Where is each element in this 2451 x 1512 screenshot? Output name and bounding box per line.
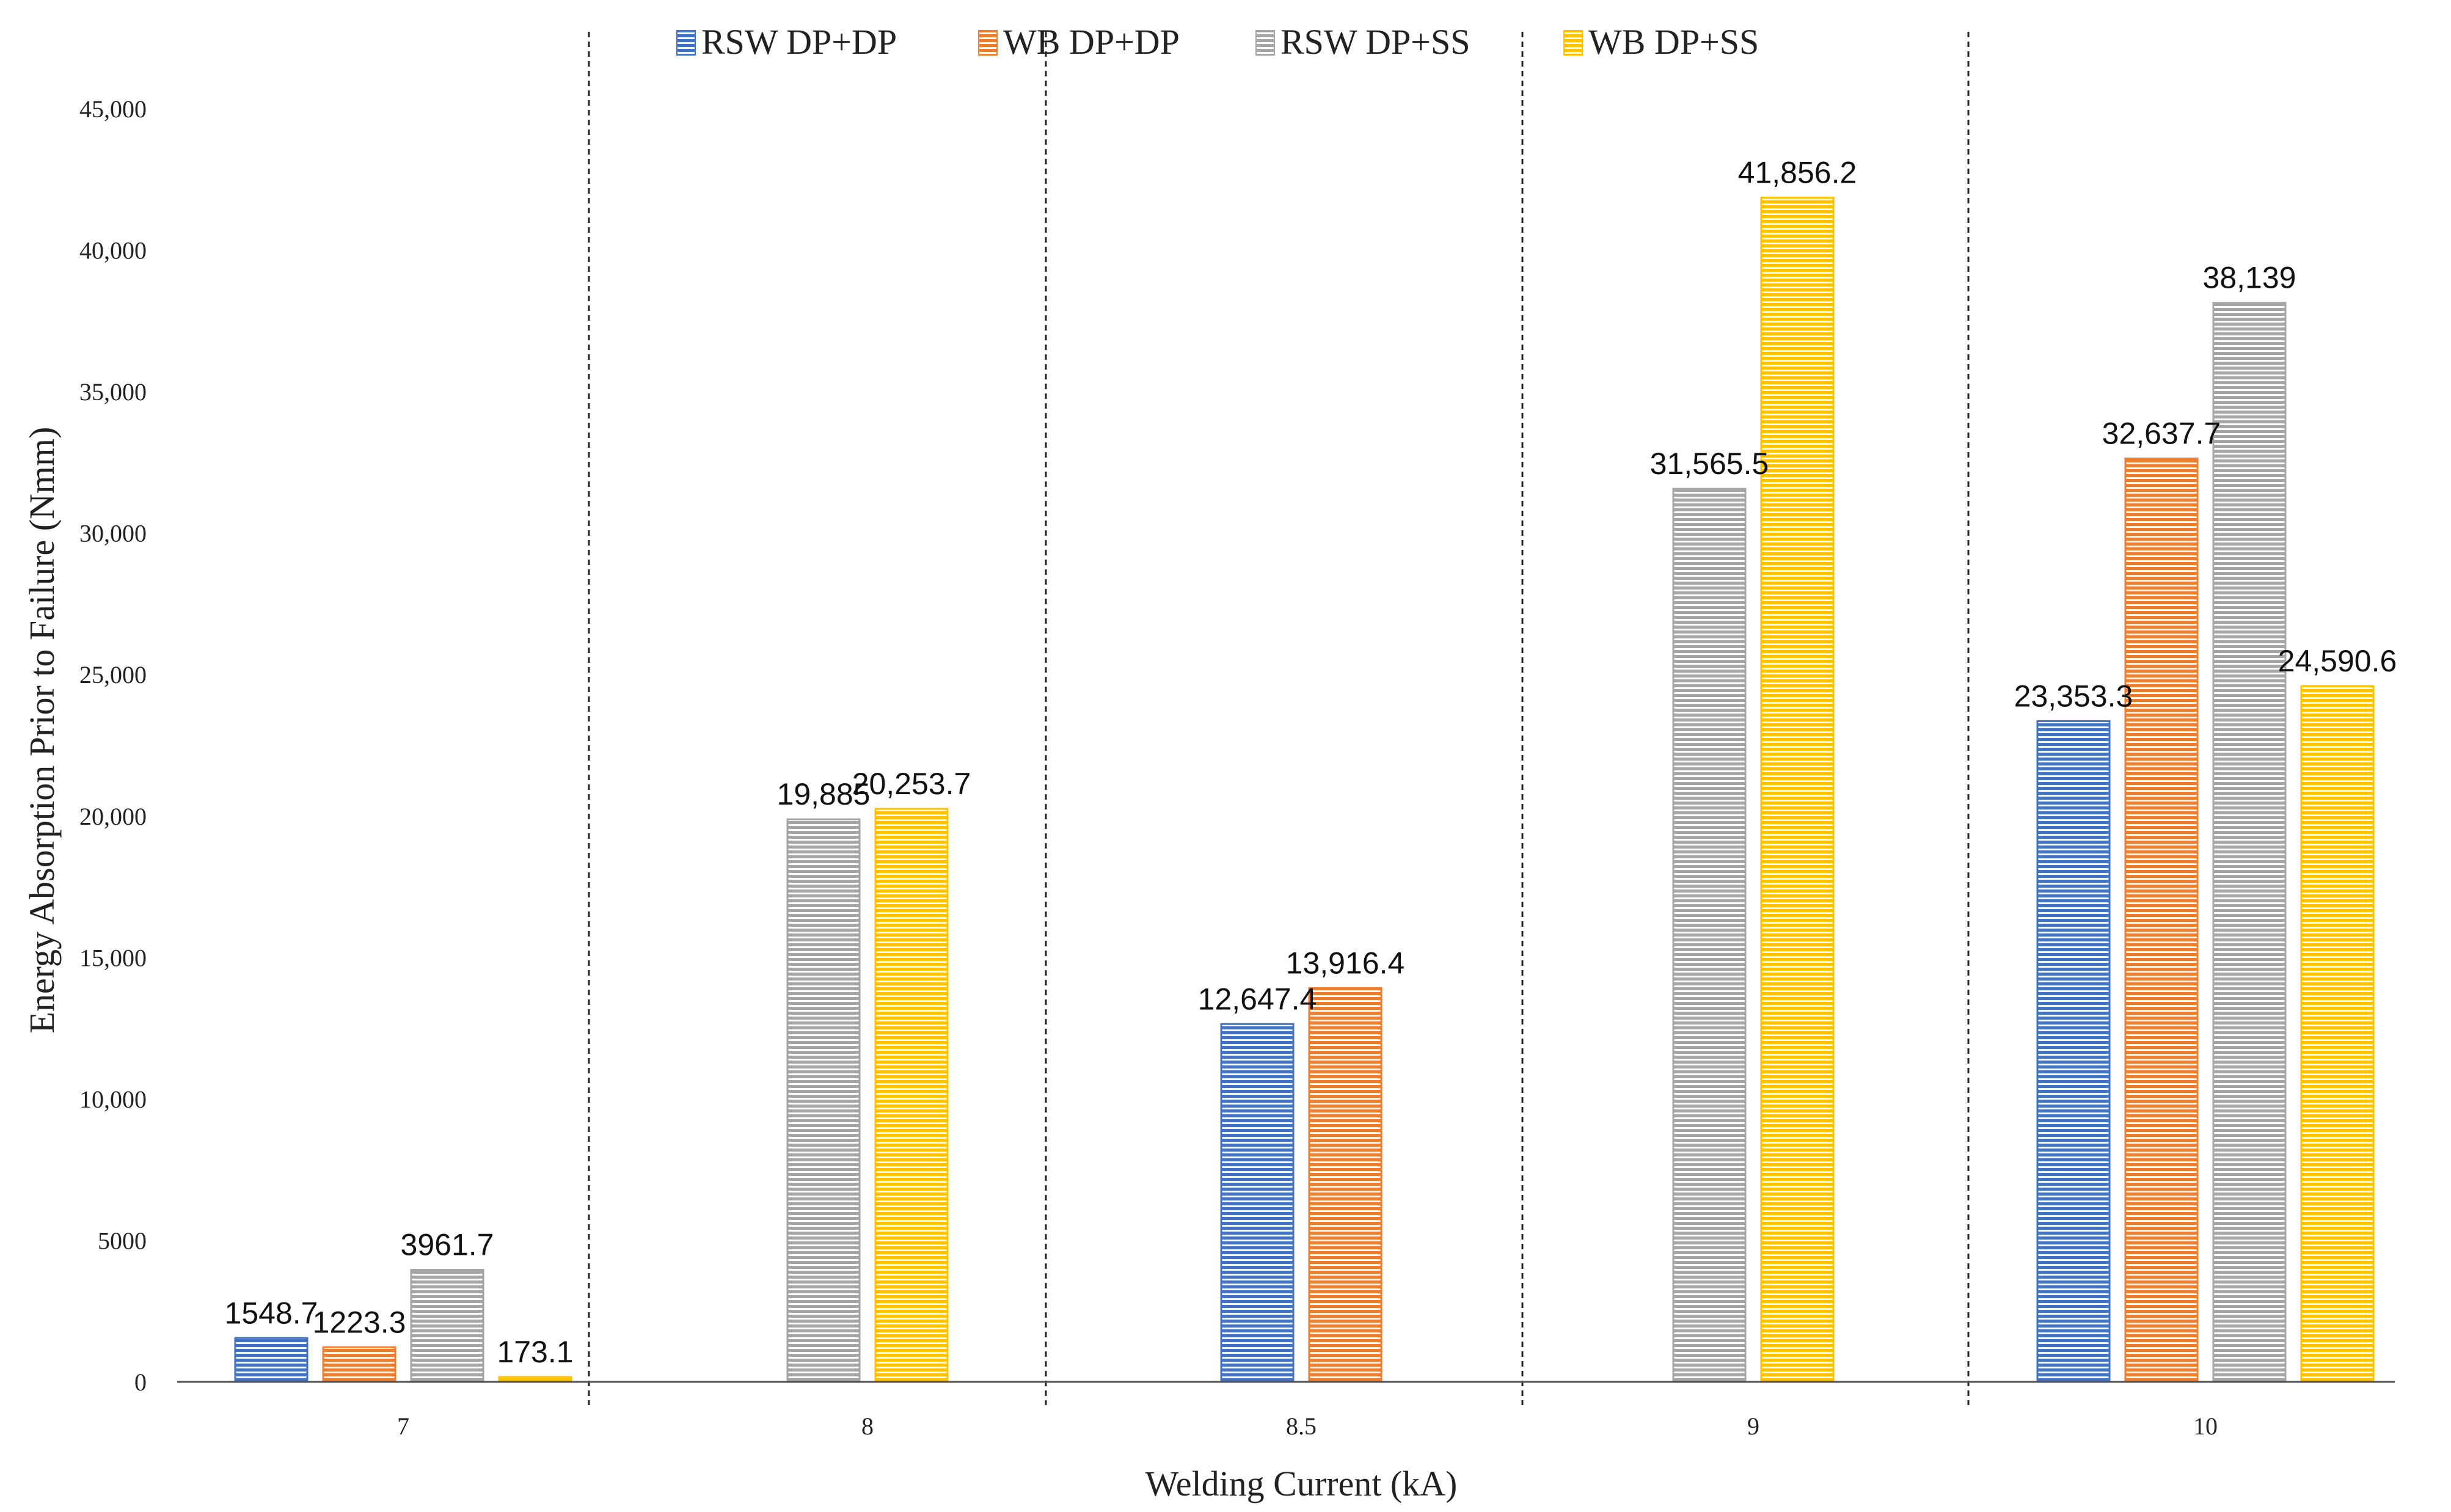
bar-wb-dp-ss-10	[2300, 685, 2375, 1383]
x-tick-label: 10	[2193, 1412, 2218, 1440]
y-tick-label: 45,000	[79, 95, 147, 123]
y-tick-label: 30,000	[79, 520, 147, 547]
x-axis-category-labels: 7 8 8.5 9 10	[397, 1412, 2218, 1440]
bar-wb-dp-dp-10	[2124, 458, 2199, 1383]
legend-label: RSW DP+DP	[701, 22, 897, 62]
y-tick-label: 20,000	[79, 803, 147, 830]
y-tick-label: 10,000	[79, 1086, 147, 1113]
bar-data-label: 1548.7	[225, 1296, 318, 1330]
legend-label: RSW DP+SS	[1280, 22, 1470, 62]
bar-data-label: 24,590.6	[2278, 644, 2397, 678]
legend-label: WB DP+SS	[1588, 22, 1759, 62]
y-tick-label: 25,000	[79, 661, 147, 688]
bar-wb-dp-dp-7	[322, 1346, 396, 1383]
x-tick-label: 8.5	[1286, 1412, 1317, 1440]
bar-rsw-dp-dp-10	[2036, 720, 2111, 1383]
y-tick-label: 35,000	[79, 378, 147, 406]
legend: RSW DP+DP WB DP+DP RSW DP+SS WB DP+SS	[676, 22, 1759, 62]
y-axis-title: Energy Absorption Prior to Failure (Nmm)	[22, 427, 62, 1034]
bar-data-label: 3961.7	[401, 1228, 494, 1262]
y-tick-label: 0	[134, 1368, 147, 1396]
bar-data-label: 173.1	[497, 1335, 573, 1369]
bar-data-label: 31,565.5	[1650, 447, 1769, 481]
legend-item: RSW DP+DP	[676, 22, 897, 62]
legend-swatch	[1563, 30, 1583, 56]
bar-data-label: 38,139	[2203, 261, 2296, 295]
y-axis-ticks: 0 5000 10,000 15,000 20,000 25,000 30,000 35,00…	[79, 95, 147, 1396]
bar-data-label: 19,885	[777, 777, 871, 811]
legend-item: RSW DP+SS	[1255, 22, 1470, 62]
x-tick-label: 8	[861, 1412, 874, 1440]
bar-wb-dp-dp-8-5	[1308, 987, 1383, 1383]
legend-swatch	[1255, 30, 1275, 56]
bar-data-label: 23,353.3	[2014, 679, 2133, 713]
bar-rsw-dp-dp-7	[234, 1337, 309, 1383]
y-tick-label: 15,000	[79, 944, 147, 971]
legend-item: WB DP+SS	[1563, 22, 1759, 62]
x-tick-label: 9	[1747, 1412, 1759, 1440]
bar-rsw-dp-ss-8	[786, 818, 861, 1383]
category-separators	[588, 32, 1970, 1405]
bar-rsw-dp-dp-8-5	[1220, 1023, 1295, 1383]
bar-data-label: 20,253.7	[852, 767, 971, 801]
x-axis-title: Welding Current (kA)	[1145, 1464, 1458, 1503]
bar-data-label: 32,637.7	[2102, 417, 2221, 451]
bar-rsw-dp-ss-7	[410, 1269, 484, 1383]
bar-data-label: 12,647.4	[1198, 982, 1317, 1016]
bars	[234, 197, 2375, 1383]
bar-rsw-dp-ss-9	[1672, 488, 1747, 1383]
bar-data-label: 13,916.4	[1286, 946, 1405, 981]
legend-swatch	[978, 30, 998, 56]
bar-data-label: 1223.3	[313, 1305, 406, 1339]
bar-wb-dp-ss-8	[874, 808, 949, 1383]
bar-data-label: 41,856.2	[1738, 156, 1857, 190]
legend-item: WB DP+DP	[978, 22, 1180, 62]
x-tick-label: 7	[397, 1412, 409, 1440]
y-tick-label: 5000	[98, 1227, 147, 1254]
y-tick-label: 40,000	[79, 237, 147, 265]
legend-swatch	[676, 30, 696, 56]
bar-wb-dp-ss-9	[1760, 197, 1835, 1383]
legend-label: WB DP+DP	[1003, 22, 1180, 62]
bar-rsw-dp-ss-10	[2212, 302, 2287, 1383]
